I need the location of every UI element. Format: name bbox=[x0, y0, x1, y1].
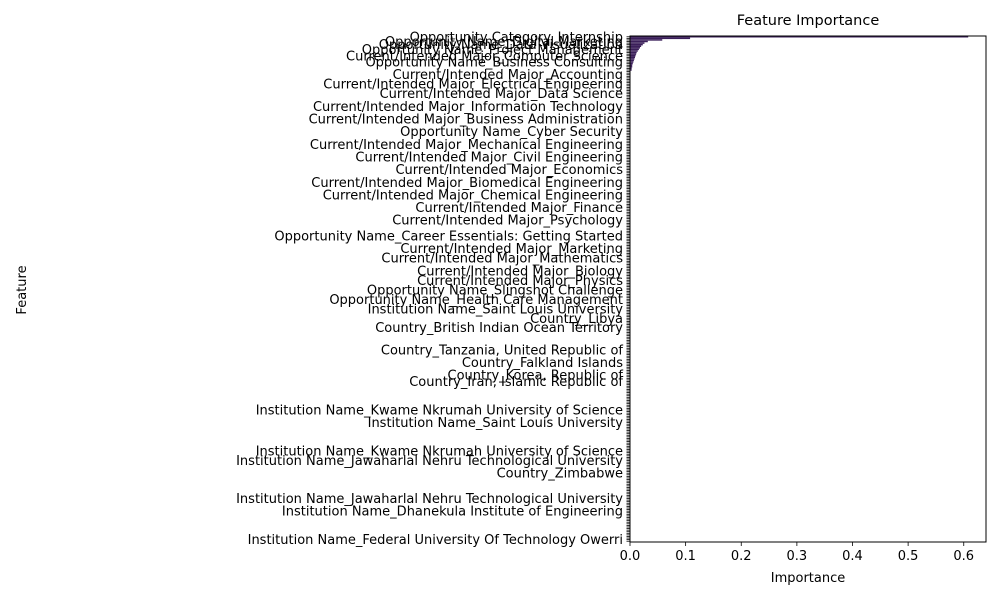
x-tick-label: 0.0 bbox=[620, 549, 641, 564]
y-tick-label: Current/Intended Major_Business Administ… bbox=[309, 113, 623, 128]
y-tick-label: Institution Name_Kwame Nkrumah Universit… bbox=[256, 445, 623, 460]
y-tick-label: Country_Korea, Republic of bbox=[448, 369, 624, 384]
bar bbox=[630, 42, 645, 44]
y-tick-label: Opportunity Name_Data Visualization bbox=[379, 38, 623, 53]
y-tick-label: Current/Intended Major_Civil Engineering bbox=[355, 150, 623, 165]
x-tick-label: 0.1 bbox=[675, 549, 696, 564]
bar bbox=[630, 50, 638, 52]
y-tick-label: Current/Intended Major_Mechanical Engine… bbox=[310, 138, 623, 153]
bar bbox=[630, 64, 633, 66]
y-axis-title: Feature bbox=[15, 265, 30, 314]
x-tick-label: 0.4 bbox=[842, 549, 863, 564]
x-tick-label: 0.6 bbox=[953, 549, 974, 564]
y-tick-label: Current/Intended Major_Biology bbox=[417, 264, 623, 279]
bar bbox=[630, 69, 632, 71]
y-tick-label: Current/Intended Major_Mathematics bbox=[381, 252, 623, 267]
bar bbox=[630, 36, 969, 38]
bar bbox=[630, 66, 633, 68]
y-tick-label: Opportunity Name_Project Management bbox=[362, 43, 623, 58]
bar bbox=[630, 47, 641, 49]
y-tick-label: Current/Intended Major_Computer Science bbox=[346, 49, 623, 64]
bar bbox=[630, 58, 635, 60]
y-tick-label: Opportunity Category_Internship bbox=[410, 30, 623, 45]
y-tick-label: Institution Name_Saint Louis University bbox=[368, 416, 624, 431]
y-tick-label: Country_Falkland Islands bbox=[462, 356, 623, 371]
y-tick-label: Institution Name_Saint Louis University bbox=[368, 302, 624, 317]
y-tick-label: Opportunity Name_Digital Marketing bbox=[385, 35, 623, 50]
y-tick-label: Institution Name_Jawaharlal Nehru Techno… bbox=[236, 454, 623, 469]
bar bbox=[630, 37, 691, 40]
y-tick-label: Opportunity Name_Cyber Security bbox=[400, 125, 623, 140]
y-tick-label: Opportunity Name_Business Consulting bbox=[365, 56, 623, 71]
bar bbox=[630, 40, 648, 43]
y-tick-label: Country_Tanzania, United Republic of bbox=[381, 343, 624, 358]
y-tick-label: Current/Intended Major_Physics bbox=[417, 274, 623, 289]
bar bbox=[630, 39, 663, 41]
y-tick-label: Current/Intended Major_Chemical Engineer… bbox=[323, 188, 623, 203]
y-tick-label: Current/Intended Major_Marketing bbox=[400, 242, 623, 257]
y-tick-label: Institution Name_Federal University Of T… bbox=[248, 533, 623, 548]
y-tick-label: Current/Intended Major_Electrical Engine… bbox=[323, 78, 623, 93]
y-tick-label: Institution Name_Dhanekula Institute of … bbox=[282, 505, 623, 520]
y-tick-label: Current/Intended Major_Finance bbox=[415, 201, 623, 216]
y-tick-label: Country_Libya bbox=[530, 312, 623, 327]
y-tick-label: Current/Intended Major_Data Science bbox=[380, 87, 623, 102]
axes-frame bbox=[629, 35, 987, 543]
y-tick-label: Country_Zimbabwe bbox=[497, 467, 623, 482]
y-tick-label: Institution Name_Jawaharlal Nehru Techno… bbox=[236, 492, 623, 507]
bar bbox=[630, 45, 642, 47]
bar bbox=[630, 54, 636, 57]
bar bbox=[630, 61, 634, 63]
y-tick-label: Country_British Indian Ocean Territory bbox=[375, 321, 623, 336]
y-tick-label: Country_Iran, Islamic Republic of bbox=[409, 375, 623, 390]
y-tick-label: Current/Intended Major_Accounting bbox=[393, 68, 623, 83]
plot-area: Opportunity Category_InternshipOpportuni… bbox=[236, 30, 987, 564]
bar bbox=[630, 51, 637, 54]
x-axis-title: Importance bbox=[771, 571, 846, 586]
x-tick-label: 0.3 bbox=[787, 549, 808, 564]
bar bbox=[630, 62, 633, 65]
y-tick-label: Current/Intended Major_Information Techn… bbox=[313, 100, 623, 115]
y-tick-label: Current/Intended Major_Biomedical Engine… bbox=[311, 176, 623, 191]
y-tick-label: Current/Intended Major_Psychology bbox=[392, 214, 623, 229]
y-tick-label: Opportunity Name_Slingshot Challenge bbox=[367, 283, 623, 298]
bar bbox=[630, 59, 634, 62]
y-tick-label: Opportunity Name_Career Essentials: Gett… bbox=[274, 230, 623, 245]
y-tick-label: Institution Name_Kwame Nkrumah Universit… bbox=[256, 403, 623, 418]
bar bbox=[630, 43, 643, 46]
chart-title: Feature Importance bbox=[737, 13, 880, 29]
y-tick-label: Current/Intended Major_Economics bbox=[395, 163, 623, 178]
x-tick-label: 0.2 bbox=[731, 549, 752, 564]
x-tick-label: 0.5 bbox=[898, 549, 919, 564]
bar bbox=[630, 67, 632, 70]
y-tick-label: Opportunity Name_Health Care Management bbox=[329, 293, 623, 308]
bar bbox=[630, 48, 639, 51]
bar bbox=[630, 56, 636, 59]
bar bbox=[630, 53, 637, 55]
